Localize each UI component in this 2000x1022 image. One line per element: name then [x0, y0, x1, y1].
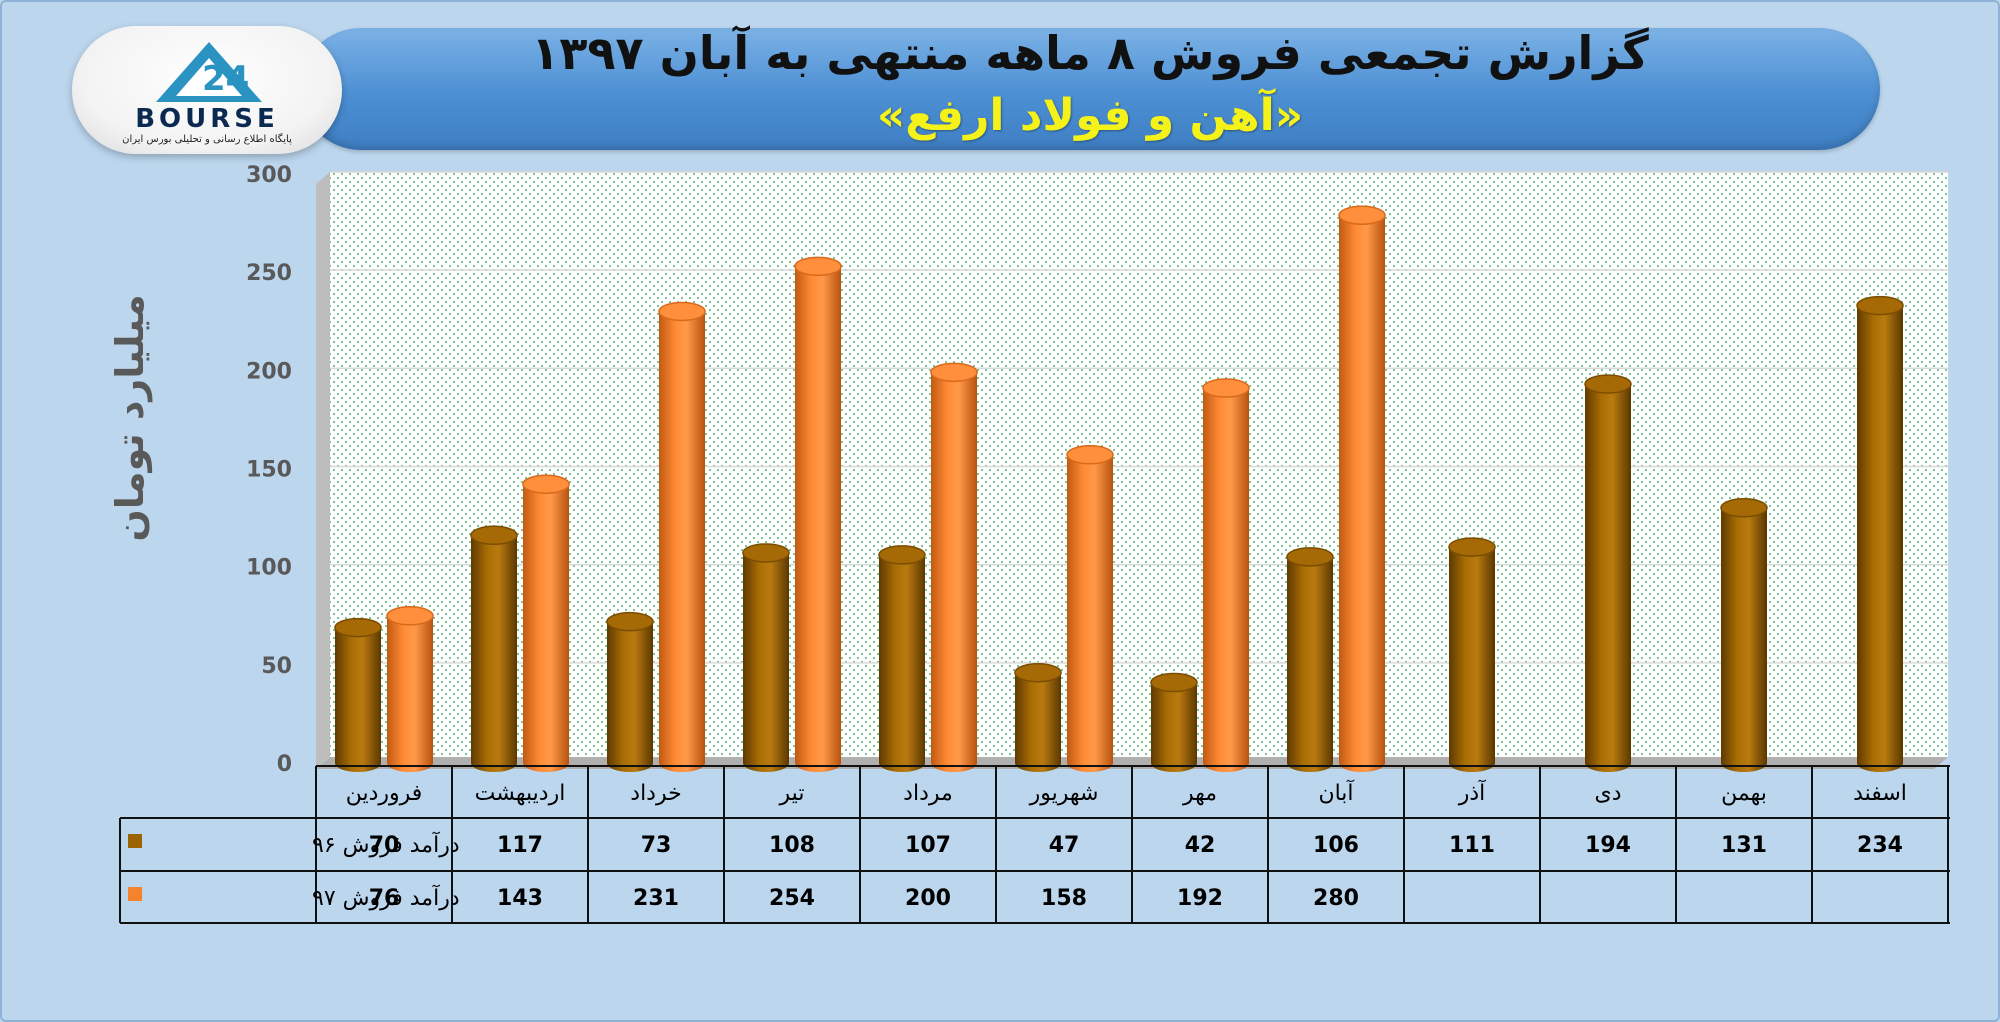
y-tick-label: 0	[277, 752, 292, 777]
x-tick-label: تیر	[779, 781, 805, 806]
bar-96	[1286, 547, 1334, 772]
data-value-label: 76	[369, 886, 400, 911]
plot-area	[330, 172, 1948, 757]
x-tick-label: آبان	[1318, 779, 1354, 806]
title-banner	[300, 28, 1880, 150]
bar-97	[522, 474, 570, 772]
y-tick-label: 100	[246, 556, 292, 581]
data-value-label: 231	[633, 886, 679, 911]
logo-mark-icon: 24	[156, 42, 262, 102]
bar-97	[658, 301, 706, 772]
plot-side-wall	[316, 172, 330, 769]
bar-96	[742, 543, 790, 772]
x-tick-label: بهمن	[1721, 781, 1767, 806]
chart-title: گزارش تجمعی فروش ۸ ماهه منتهی به آبان ۱۳…	[531, 26, 1649, 80]
bar-96	[878, 545, 926, 772]
data-value-label: 158	[1041, 886, 1087, 911]
legend-swatch	[128, 834, 142, 848]
data-value-label: 143	[497, 886, 543, 911]
bar-97	[386, 606, 434, 772]
data-value-label: 200	[905, 886, 951, 911]
data-value-label: 107	[905, 833, 951, 858]
bar-96	[1448, 537, 1496, 772]
chart-subtitle: «آهن و فولاد ارفع»	[876, 90, 1304, 141]
data-value-label: 194	[1585, 833, 1631, 858]
x-tick-label: خرداد	[630, 781, 681, 806]
bar-97	[930, 362, 978, 772]
bar-97	[794, 256, 842, 772]
y-tick-label: 300	[246, 163, 292, 188]
data-value-label: 106	[1313, 833, 1359, 858]
bar-97	[1066, 445, 1114, 772]
data-value-label: 192	[1177, 886, 1223, 911]
legend-swatch	[128, 887, 142, 901]
bar-96	[1856, 295, 1904, 772]
y-tick-label: 200	[246, 359, 292, 384]
x-tick-label: مرداد	[903, 781, 953, 806]
x-tick-label: شهریور	[1029, 781, 1099, 806]
bar-97	[1338, 205, 1386, 772]
legend-label: درآمد فروش ۹۷	[312, 884, 460, 911]
x-tick-label: اردیبهشت	[475, 781, 566, 806]
x-tick-label: اسفند	[1853, 781, 1907, 806]
bar-96	[1584, 374, 1632, 772]
bar-96	[1150, 672, 1198, 772]
logo-caption: پایگاه اطلاع رسانی و تحلیلی بورس ایران	[122, 134, 292, 145]
bar-96	[1720, 498, 1768, 772]
data-value-label: 280	[1313, 886, 1359, 911]
data-value-label: 73	[641, 833, 672, 858]
data-value-label: 254	[769, 886, 815, 911]
data-value-label: 131	[1721, 833, 1767, 858]
data-value-label: 111	[1449, 833, 1495, 858]
logo-number: 24	[202, 59, 249, 99]
x-tick-label: دی	[1594, 781, 1621, 806]
data-value-label: 117	[497, 833, 543, 858]
legend-label: درآمد فروش ۹۶	[312, 831, 460, 858]
y-tick-label: 250	[246, 261, 292, 286]
data-value-label: 108	[769, 833, 815, 858]
y-tick-label: 50	[261, 654, 292, 679]
data-value-label: 47	[1049, 833, 1080, 858]
data-value-label: 70	[369, 833, 400, 858]
y-tick-label: 150	[246, 458, 292, 483]
bar-96	[606, 611, 654, 772]
bar-96	[334, 617, 382, 772]
data-value-label: 234	[1857, 833, 1903, 858]
logo-text: BOURSE	[135, 104, 279, 134]
bar-96	[470, 525, 518, 772]
bar-96	[1014, 662, 1062, 772]
x-tick-label: مهر	[1182, 781, 1217, 806]
x-tick-label: فروردین	[346, 781, 423, 806]
bourse24-logo: 24 BOURSE پایگاه اطلاع رسانی و تحلیلی بو…	[72, 26, 342, 154]
x-tick-label: آذر	[1458, 779, 1486, 806]
bar-97	[1202, 378, 1250, 772]
data-value-label: 42	[1185, 833, 1216, 858]
